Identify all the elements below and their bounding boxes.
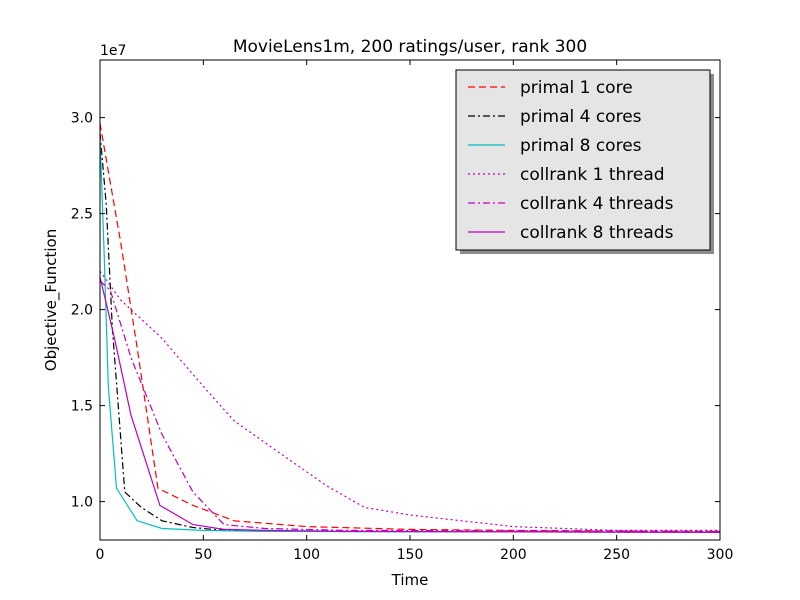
series-line: [100, 276, 720, 533]
legend-label: collrank 4 threads: [520, 194, 674, 214]
y-tick-label: 2.0: [71, 303, 93, 319]
y-tick-label: 1.5: [71, 399, 93, 415]
legend-label: primal 8 cores: [520, 136, 642, 156]
x-tick-label: 300: [707, 547, 734, 563]
legend-entries: primal 1 core primal 4 cores primal 8 core…: [468, 78, 674, 243]
x-tick-label: 150: [397, 547, 424, 563]
x-tick-label: 100: [293, 547, 320, 563]
chart-title: MovieLens1m, 200 ratings/user, rank 300: [233, 37, 587, 57]
series-line: [100, 136, 720, 533]
series-line: [100, 123, 720, 533]
x-tick-label: 200: [500, 547, 527, 563]
y-tick-label: 2.5: [71, 207, 93, 223]
legend-label: primal 4 cores: [520, 107, 642, 127]
x-axis-ticks: 0 50 100 150 200 250 300: [96, 60, 734, 563]
series-layer: [100, 123, 720, 533]
x-tick-label: 250: [603, 547, 630, 563]
x-axis-label: Time: [391, 571, 429, 589]
y-tick-label: 1.0: [71, 495, 93, 511]
x-tick-label: 50: [194, 547, 212, 563]
legend: primal 1 core primal 4 cores primal 8 core…: [455, 69, 714, 254]
x-tick-label: 0: [96, 547, 105, 563]
legend-label: collrank 8 threads: [520, 223, 674, 243]
y-tick-label: 3.0: [71, 111, 93, 127]
legend-box: [455, 69, 711, 251]
y-axis-ticks: 1.0 1.5 2.0 2.5 3.0: [71, 111, 720, 511]
legend-label: primal 1 core: [520, 78, 633, 98]
y-axis-label: Objective_Function: [42, 229, 61, 371]
y-offset-label: 1e7: [100, 43, 126, 59]
legend-label: collrank 1 thread: [520, 165, 665, 185]
series-line: [100, 270, 720, 532]
